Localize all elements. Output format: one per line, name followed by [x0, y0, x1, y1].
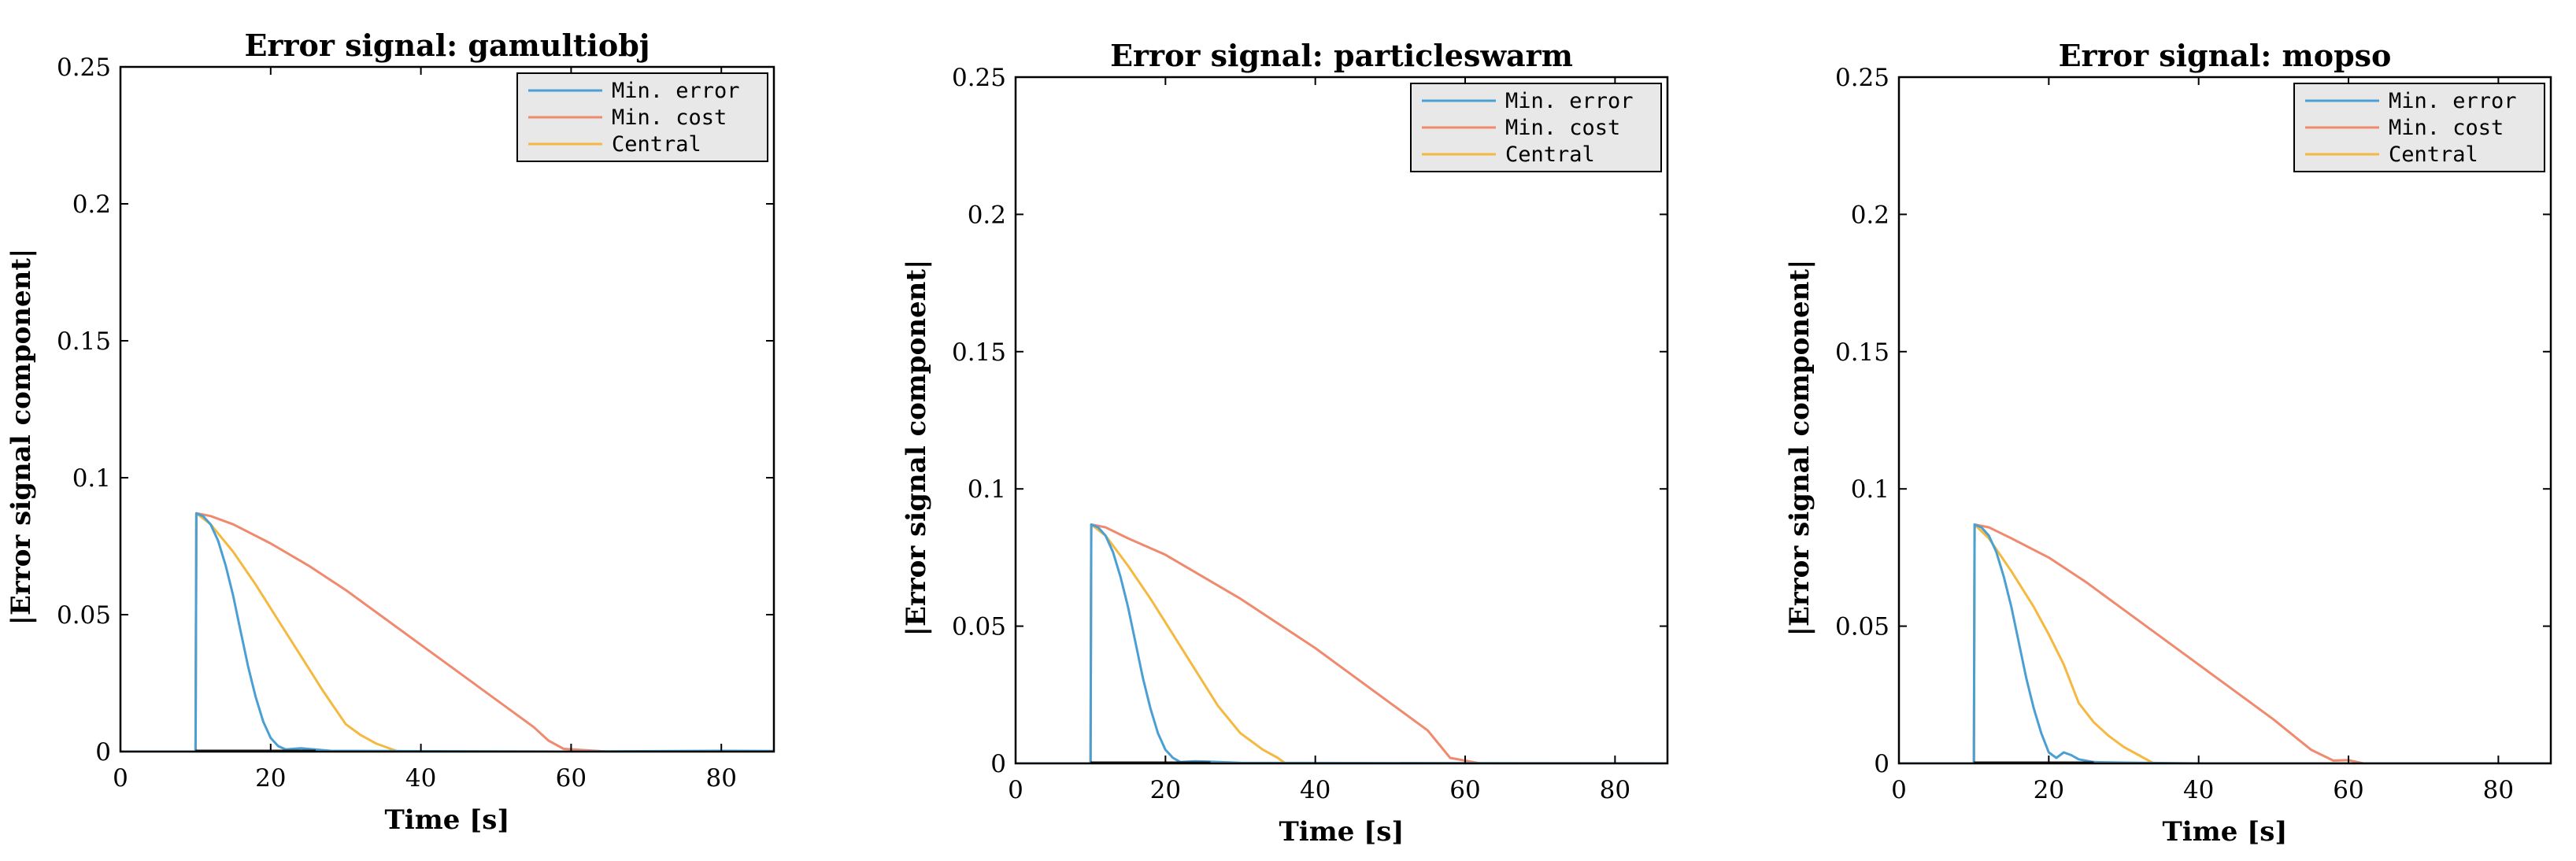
series-line-central: [1899, 523, 2551, 763]
x-tick-label: 60: [556, 764, 587, 793]
y-tick-label: 0.25: [57, 54, 111, 82]
series-line-min-cost: [120, 512, 774, 752]
y-tick-label: 0: [95, 738, 111, 767]
legend-label: Min. error: [2389, 89, 2517, 113]
legend-label: Central: [1505, 142, 1595, 167]
legend-label: Min. cost: [612, 105, 727, 130]
y-tick-label: 0.15: [952, 338, 1006, 367]
chart-title: Error signal: particleswarm: [1110, 38, 1573, 73]
y-tick-label: 0.1: [968, 475, 1006, 504]
y-tick-label: 0: [990, 750, 1006, 778]
axes-frame: [1897, 76, 2552, 765]
chart-panel-2: 0 20 40 60 80 0 0.05 0.1 0.15 0.2 0.25 Error signal…: [901, 38, 1669, 848]
axes-frame: [119, 65, 775, 753]
chart-title: Error signal: gamultiobj: [244, 28, 650, 63]
legend-label: Central: [2389, 142, 2478, 167]
x-tick-label: 80: [705, 764, 736, 793]
x-tick-label: 20: [255, 764, 286, 793]
y-tick-label: 0.05: [952, 613, 1006, 641]
x-tick-label: 0: [113, 764, 128, 793]
y-tick-label: 0.2: [1851, 201, 1889, 229]
y-tick-label: 0.25: [952, 64, 1006, 92]
x-tick-label: 80: [2483, 776, 2514, 804]
legend-label: Min. cost: [2389, 116, 2504, 140]
x-tick-label: 0: [1008, 776, 1023, 804]
y-axis-label: |Error signal component|: [6, 249, 37, 626]
x-axis-label: Time [s]: [2163, 816, 2288, 848]
chart-panel-1: 0 20 40 60 80 0 0.05 0.1 0.15 0.2 0.25 Error signal…: [6, 28, 775, 836]
y-tick-label: 0.15: [1835, 338, 1889, 367]
x-tick-label: 40: [2183, 776, 2214, 804]
x-tick-label: 40: [405, 764, 436, 793]
y-tick-label: 0.2: [968, 201, 1006, 229]
legend-label: Min. error: [612, 79, 740, 103]
axes-frame: [1014, 76, 1669, 765]
y-axis-label: |Error signal component|: [1784, 260, 1815, 637]
y-axis-label: |Error signal component|: [901, 260, 932, 637]
y-tick-label: 0.1: [1851, 475, 1889, 504]
x-axis-label: Time [s]: [385, 804, 510, 836]
x-tick-label: 40: [1300, 776, 1331, 804]
series-line-min-cost: [1899, 523, 2551, 763]
y-tick-label: 0.1: [72, 464, 111, 493]
y-tick-label: 0.15: [57, 327, 111, 356]
series-line-min-cost: [1016, 523, 1667, 763]
plot-area: [120, 67, 774, 752]
legend-box: [516, 72, 768, 162]
legend-label: Min. error: [1505, 89, 1634, 113]
x-axis-label: Time [s]: [1279, 816, 1405, 848]
chart-title: Error signal: mopso: [2059, 38, 2392, 73]
y-tick-label: 0: [1874, 750, 1889, 778]
x-tick-label: 20: [2034, 776, 2064, 804]
x-tick-label: 60: [1449, 776, 1480, 804]
y-tick-label: 0.05: [1835, 613, 1889, 641]
plot-area: [1016, 77, 1667, 763]
chart-panel-3: 0 20 40 60 80 0 0.05 0.1 0.15 0.2 0.25 Error signal…: [1784, 38, 2552, 848]
x-tick-label: 20: [1150, 776, 1181, 804]
series-line-min-error: [1899, 523, 2551, 763]
x-tick-label: 80: [1600, 776, 1630, 804]
series-group: [1899, 523, 2551, 763]
plot-area: [1899, 77, 2551, 763]
y-tick-label: 0.05: [57, 601, 111, 630]
legend-label: Min. cost: [1505, 116, 1620, 140]
y-tick-label: 0.2: [72, 190, 111, 219]
series-line-central: [1016, 523, 1667, 763]
x-tick-label: 0: [1891, 776, 1907, 804]
legend-label: Central: [612, 132, 701, 157]
y-tick-label: 0.25: [1835, 64, 1889, 92]
x-tick-label: 60: [2333, 776, 2363, 804]
